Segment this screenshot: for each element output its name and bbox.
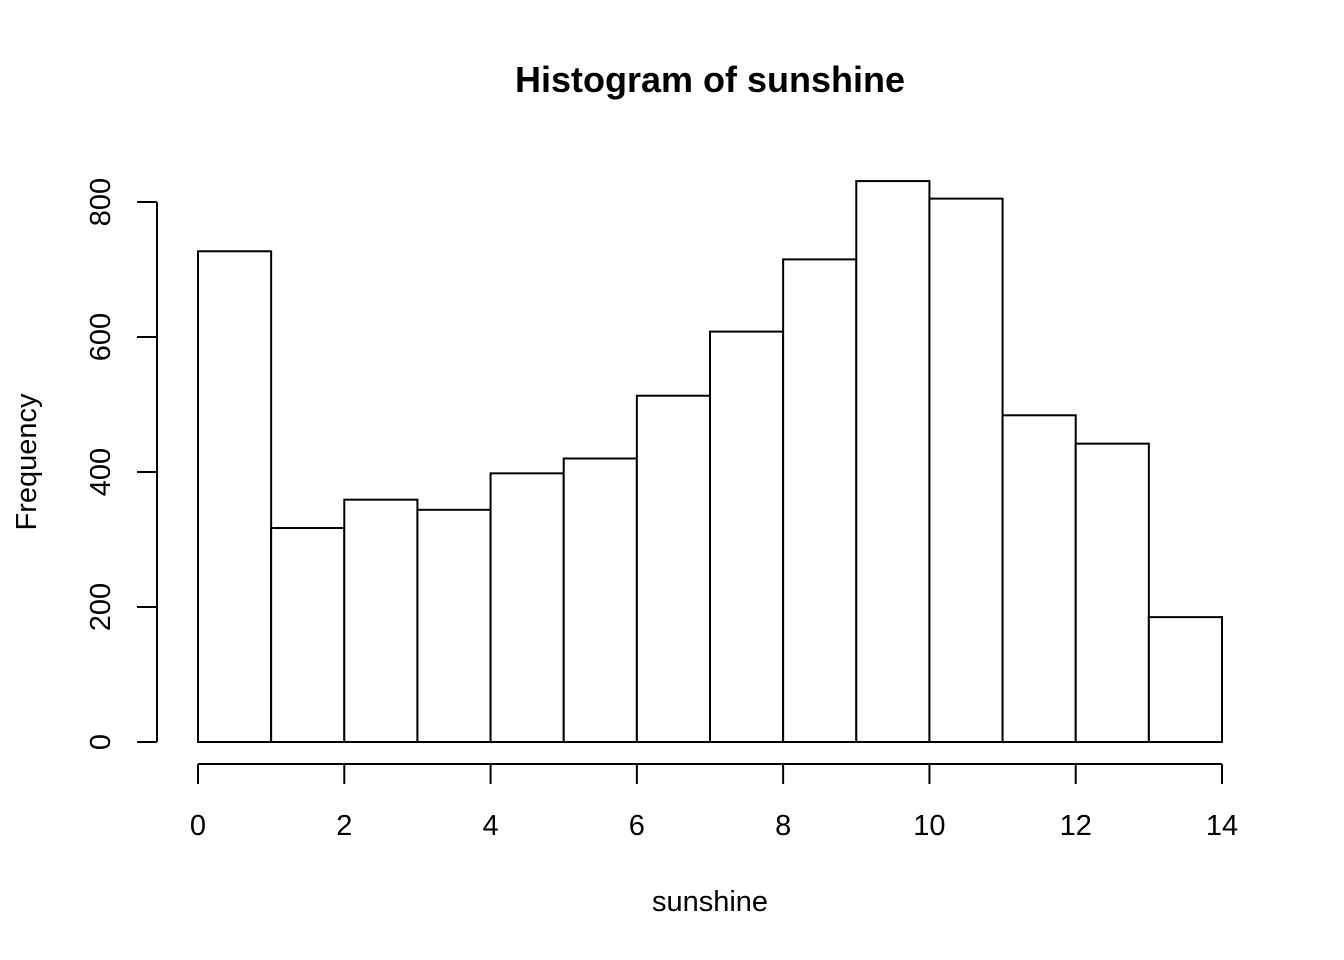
histogram-bar-5 xyxy=(562,457,638,743)
histogram-bar-6 xyxy=(635,394,711,743)
y-tick-label-2: 400 xyxy=(85,448,117,496)
x-tick-label-6: 12 xyxy=(1060,810,1092,842)
histogram-bar-10 xyxy=(928,197,1004,743)
histogram-bar-1 xyxy=(270,527,346,744)
histogram-bar-8 xyxy=(782,258,858,743)
histogram-bar-2 xyxy=(343,498,419,743)
histogram-bar-7 xyxy=(709,330,785,743)
y-tick-label-0: 0 xyxy=(85,734,117,750)
y-tick-label-4: 800 xyxy=(85,178,117,226)
x-tick-label-7: 14 xyxy=(1206,810,1238,842)
histogram-bar-3 xyxy=(416,508,492,743)
histogram-bar-12 xyxy=(1074,442,1150,743)
histogram-bar-4 xyxy=(489,472,565,743)
y-axis-label: Frequency xyxy=(11,393,43,531)
y-tick-label-3: 600 xyxy=(85,313,117,361)
y-axis: 0 200 400 600 800 xyxy=(85,178,158,750)
chart-title: Histogram of sunshine xyxy=(515,59,905,100)
histogram-bar-13 xyxy=(1147,616,1224,743)
x-tick-label-3: 6 xyxy=(629,810,645,842)
histogram-bar-9 xyxy=(855,180,931,743)
histogram-bars xyxy=(197,180,1224,744)
x-tick-label-0: 0 xyxy=(190,810,206,842)
x-tick-label-2: 4 xyxy=(483,810,499,842)
y-tick-label-1: 200 xyxy=(85,583,117,631)
histogram-bar-0 xyxy=(197,250,273,743)
x-axis-label: sunshine xyxy=(652,886,768,918)
x-tick-label-4: 8 xyxy=(775,810,791,842)
histogram-bar-11 xyxy=(1001,414,1077,743)
x-tick-label-5: 10 xyxy=(913,810,945,842)
x-tick-label-1: 2 xyxy=(336,810,352,842)
x-axis: 0 2 4 6 8 10 12 14 xyxy=(190,763,1238,842)
